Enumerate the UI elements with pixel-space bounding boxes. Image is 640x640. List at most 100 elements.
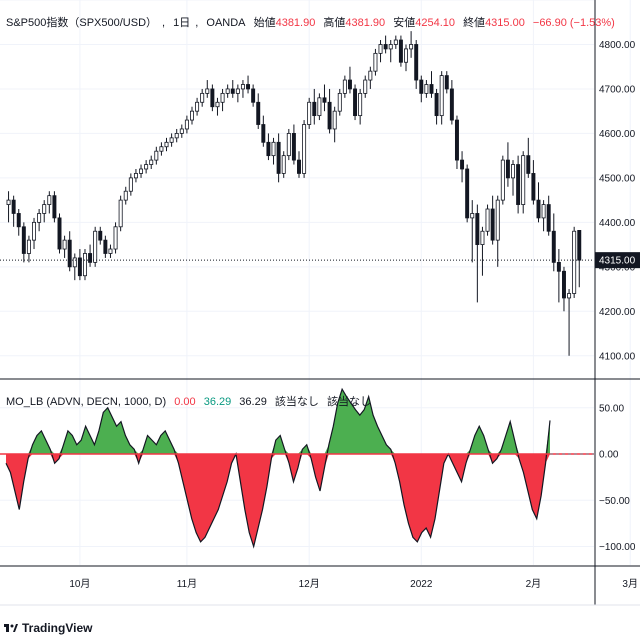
candle-body bbox=[546, 204, 551, 232]
candle-body bbox=[179, 128, 184, 134]
candle-body bbox=[210, 88, 215, 108]
candle-body bbox=[159, 146, 164, 152]
candle-body bbox=[200, 92, 205, 103]
candle-body bbox=[470, 213, 475, 219]
price-tick-label: 4400.00 bbox=[599, 218, 636, 229]
candle-body bbox=[291, 133, 296, 161]
candle-body bbox=[184, 119, 189, 130]
symbol-title: S&P500指数（SPX500/USD） bbox=[6, 17, 158, 29]
candle-body bbox=[108, 248, 113, 254]
open-value: 4381.90 bbox=[275, 17, 316, 29]
candle-body bbox=[465, 168, 470, 219]
open-label: 始値 bbox=[253, 17, 276, 29]
candle-body bbox=[449, 88, 454, 121]
broker-label: OANDA bbox=[206, 17, 246, 29]
low-label: 安値 bbox=[393, 17, 416, 29]
candle-body bbox=[190, 110, 194, 121]
oscillator-legend[interactable]: MO_LB (ADVN, DECN, 1000, D) 0.00 36.29 3… bbox=[6, 393, 376, 409]
candle-body bbox=[388, 44, 393, 50]
time-tick-label: 3月 bbox=[622, 578, 638, 590]
candle-body bbox=[414, 44, 419, 81]
candle-body bbox=[572, 230, 577, 294]
time-tick-label: 12月 bbox=[299, 578, 320, 590]
candle-body bbox=[32, 221, 37, 241]
candle-body bbox=[164, 141, 169, 148]
candle-body bbox=[225, 88, 230, 94]
candle-body bbox=[47, 195, 52, 205]
candle-body bbox=[144, 164, 149, 170]
oscillator-tick-label: 50.00 bbox=[599, 403, 624, 414]
candle-body bbox=[567, 293, 572, 299]
candle-body bbox=[67, 239, 72, 268]
candle-body bbox=[276, 141, 281, 174]
candle-body bbox=[312, 101, 317, 117]
candle-body bbox=[266, 141, 271, 157]
candle-body bbox=[195, 101, 200, 112]
candle-body bbox=[424, 84, 429, 94]
candle-body bbox=[261, 124, 266, 143]
candle-body bbox=[577, 230, 582, 261]
candle-body bbox=[118, 199, 123, 228]
time-tick-label: 11月 bbox=[177, 578, 197, 590]
candle-body bbox=[307, 101, 312, 125]
candle-body bbox=[353, 88, 358, 117]
candle-body bbox=[480, 230, 485, 245]
candle-body bbox=[495, 199, 500, 241]
candle-body bbox=[454, 119, 459, 161]
oscillator-na-1: 該当なし bbox=[274, 396, 319, 408]
close-label: 終値 bbox=[463, 17, 486, 29]
candle-body bbox=[332, 110, 337, 130]
candle-body bbox=[434, 92, 439, 117]
brand-name: TradingView bbox=[22, 621, 93, 635]
candle-body bbox=[6, 199, 11, 205]
oscillator-value-1: 0.00 bbox=[174, 396, 196, 408]
candle-body bbox=[93, 230, 98, 263]
candle-body bbox=[77, 257, 82, 277]
candle-body bbox=[11, 199, 16, 214]
candle-body bbox=[230, 88, 235, 94]
time-tick-label: 2月 bbox=[526, 578, 542, 590]
candle-body bbox=[205, 88, 210, 94]
candle-body bbox=[531, 173, 536, 201]
candle-body bbox=[16, 213, 21, 228]
candle-body bbox=[37, 213, 42, 223]
oscillator-positive-area bbox=[6, 389, 550, 454]
time-tick-label: 2022 bbox=[410, 579, 433, 590]
candle-body bbox=[393, 39, 398, 45]
price-candles bbox=[0, 31, 594, 356]
candle-body bbox=[256, 101, 261, 125]
candle-body bbox=[541, 204, 546, 219]
candle-body bbox=[317, 97, 322, 117]
oscillator-value-2: 36.29 bbox=[203, 396, 232, 408]
oscillator-value-3: 36.29 bbox=[239, 396, 267, 408]
candle-body bbox=[363, 79, 368, 94]
oscillator-tick-label: 0.00 bbox=[599, 450, 619, 461]
candle-body bbox=[113, 226, 118, 250]
candle-body bbox=[240, 84, 245, 90]
candle-body bbox=[281, 155, 286, 174]
oscillator-tick-label: −100.00 bbox=[599, 542, 636, 553]
high-label: 高値 bbox=[323, 17, 346, 29]
candle-body bbox=[500, 159, 505, 201]
candle-body bbox=[322, 97, 327, 103]
candle-body bbox=[271, 141, 276, 157]
time-tick-label: 10月 bbox=[69, 578, 90, 590]
candle-body bbox=[327, 101, 332, 130]
candle-body bbox=[485, 208, 490, 232]
oscillator-negative-area bbox=[6, 454, 550, 547]
oscillator-line bbox=[5, 387, 551, 549]
candle-body bbox=[42, 204, 47, 214]
price-legend[interactable]: S&P500指数（SPX500/USD）, 1日, OANDA 始値4381.9… bbox=[6, 17, 615, 29]
price-tick-label: 4200.00 bbox=[599, 307, 636, 318]
candle-body bbox=[521, 155, 526, 205]
candle-body bbox=[103, 239, 108, 254]
candle-body bbox=[556, 261, 561, 272]
candle-body bbox=[409, 44, 414, 50]
candle-body bbox=[475, 213, 480, 245]
price-tick-label: 4700.00 bbox=[599, 84, 636, 95]
tradingview-logo[interactable]: TradingView bbox=[4, 621, 92, 635]
candle-body bbox=[174, 133, 179, 139]
change-value: −66.90 (−1.53%) bbox=[532, 17, 615, 29]
candle-body bbox=[123, 190, 128, 201]
